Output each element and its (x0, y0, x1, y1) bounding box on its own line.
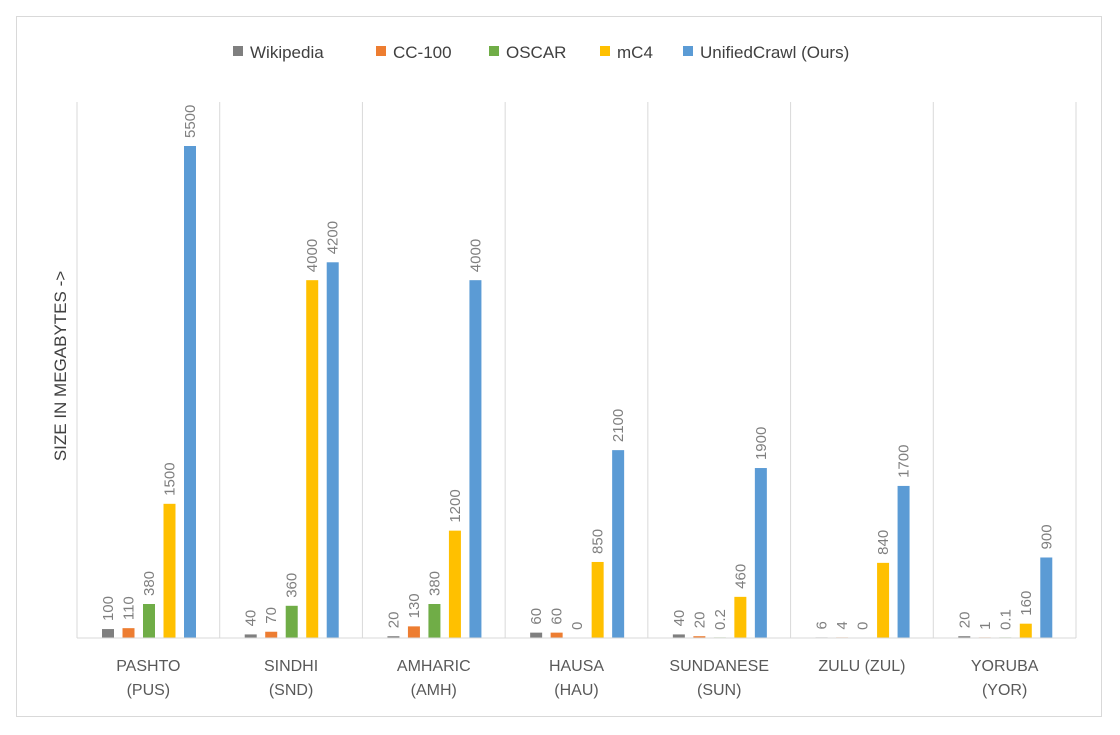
data-label: 380 (141, 571, 158, 596)
legend-swatch (376, 46, 386, 56)
data-label: 0 (855, 622, 872, 630)
data-label: 6 (814, 621, 831, 629)
data-label: 4 (834, 621, 851, 629)
data-label: 60 (549, 608, 566, 625)
bar (672, 634, 685, 638)
data-label: 110 (121, 596, 138, 620)
data-label: 4200 (325, 221, 342, 254)
legend-swatch (489, 46, 499, 56)
data-label: 160 (1018, 591, 1035, 616)
data-label: 840 (875, 530, 892, 555)
data-label: 0 (569, 622, 586, 630)
data-label: 20 (956, 612, 973, 629)
data-label: 460 (732, 564, 749, 589)
bar (143, 604, 155, 638)
bar (530, 632, 543, 638)
bar (285, 605, 298, 638)
data-label: 100 (100, 596, 117, 621)
bar (897, 485, 910, 638)
x-tick-label: AMHARIC (397, 658, 471, 675)
x-tick-label: PASHTO (116, 658, 180, 675)
legend-swatch (600, 46, 610, 56)
x-tick-label: HAUSA (549, 658, 604, 675)
data-label: 130 (406, 593, 423, 618)
data-label: 900 (1038, 524, 1055, 549)
x-tick-label: SINDHI (264, 658, 318, 675)
bar (1019, 623, 1032, 638)
bar (163, 503, 176, 638)
data-label: 850 (590, 529, 607, 554)
bar (448, 530, 461, 638)
data-label: 20 (691, 612, 708, 629)
data-label: 40 (671, 610, 688, 627)
data-label: 1200 (447, 489, 464, 522)
bar (591, 561, 604, 638)
data-label: 1500 (162, 462, 179, 495)
data-label: 4000 (304, 239, 321, 272)
data-label: 0.2 (712, 609, 729, 630)
bar (244, 634, 257, 638)
bar (122, 628, 135, 638)
legend: Wikipedia CC-100 OSCAR mC4 UnifiedCrawl (Our… (233, 43, 849, 62)
data-label: 0.1 (997, 609, 1014, 630)
bar (734, 596, 747, 638)
bar (428, 604, 441, 638)
category-separators (76, 102, 1077, 638)
data-label: 40 (243, 610, 260, 627)
data-label: 70 (263, 607, 280, 624)
data-label: 1 (977, 622, 994, 630)
bar (958, 636, 971, 638)
bar (387, 636, 400, 638)
legend-swatch (683, 46, 693, 56)
legend-label: OSCAR (506, 43, 566, 62)
data-label: 2100 (610, 409, 627, 442)
bar (754, 468, 767, 638)
data-label: 360 (284, 573, 301, 598)
data-label: 5500 (182, 105, 199, 138)
x-tick-labels: PASHTO (PUS) SINDHI (SND) AMHARIC (AMH) HAUSA (… (116, 658, 1039, 699)
x-tick-label: SUNDANESE (669, 658, 769, 675)
bar (407, 626, 420, 638)
bar (612, 450, 625, 638)
x-tick-label: (AMH) (411, 682, 457, 699)
legend-label: Wikipedia (250, 43, 324, 62)
data-label: 4000 (467, 239, 484, 272)
bar (326, 262, 339, 638)
data-label: 20 (385, 612, 402, 629)
legend-swatch (233, 46, 243, 56)
bar (265, 631, 278, 638)
x-tick-label: ZULU (ZUL) (818, 658, 905, 675)
bar (693, 636, 706, 638)
x-tick-label: (HAU) (554, 682, 598, 699)
x-tick-label: (SUN) (697, 682, 741, 699)
bar (469, 280, 482, 638)
data-label: 60 (528, 608, 545, 625)
bar (877, 562, 890, 638)
x-tick-label: (PUS) (127, 682, 171, 699)
y-axis-title: SIZE IN MEGABYTES -> (51, 271, 70, 461)
legend-label: CC-100 (393, 43, 452, 62)
legend-label: mC4 (617, 43, 653, 62)
bar (306, 280, 319, 638)
bars (102, 146, 1053, 638)
data-label: 1700 (896, 445, 913, 478)
bar (184, 146, 196, 638)
data-label: 380 (426, 571, 443, 596)
chart-frame (16, 16, 1102, 717)
data-label: 1900 (753, 427, 770, 460)
x-tick-label: (SND) (269, 682, 313, 699)
legend-label: UnifiedCrawl (Ours) (700, 43, 849, 62)
x-tick-label: (YOR) (982, 682, 1027, 699)
bar (550, 632, 563, 638)
bar (102, 629, 114, 638)
x-tick-label: YORUBA (971, 658, 1039, 675)
bar (1040, 557, 1053, 638)
